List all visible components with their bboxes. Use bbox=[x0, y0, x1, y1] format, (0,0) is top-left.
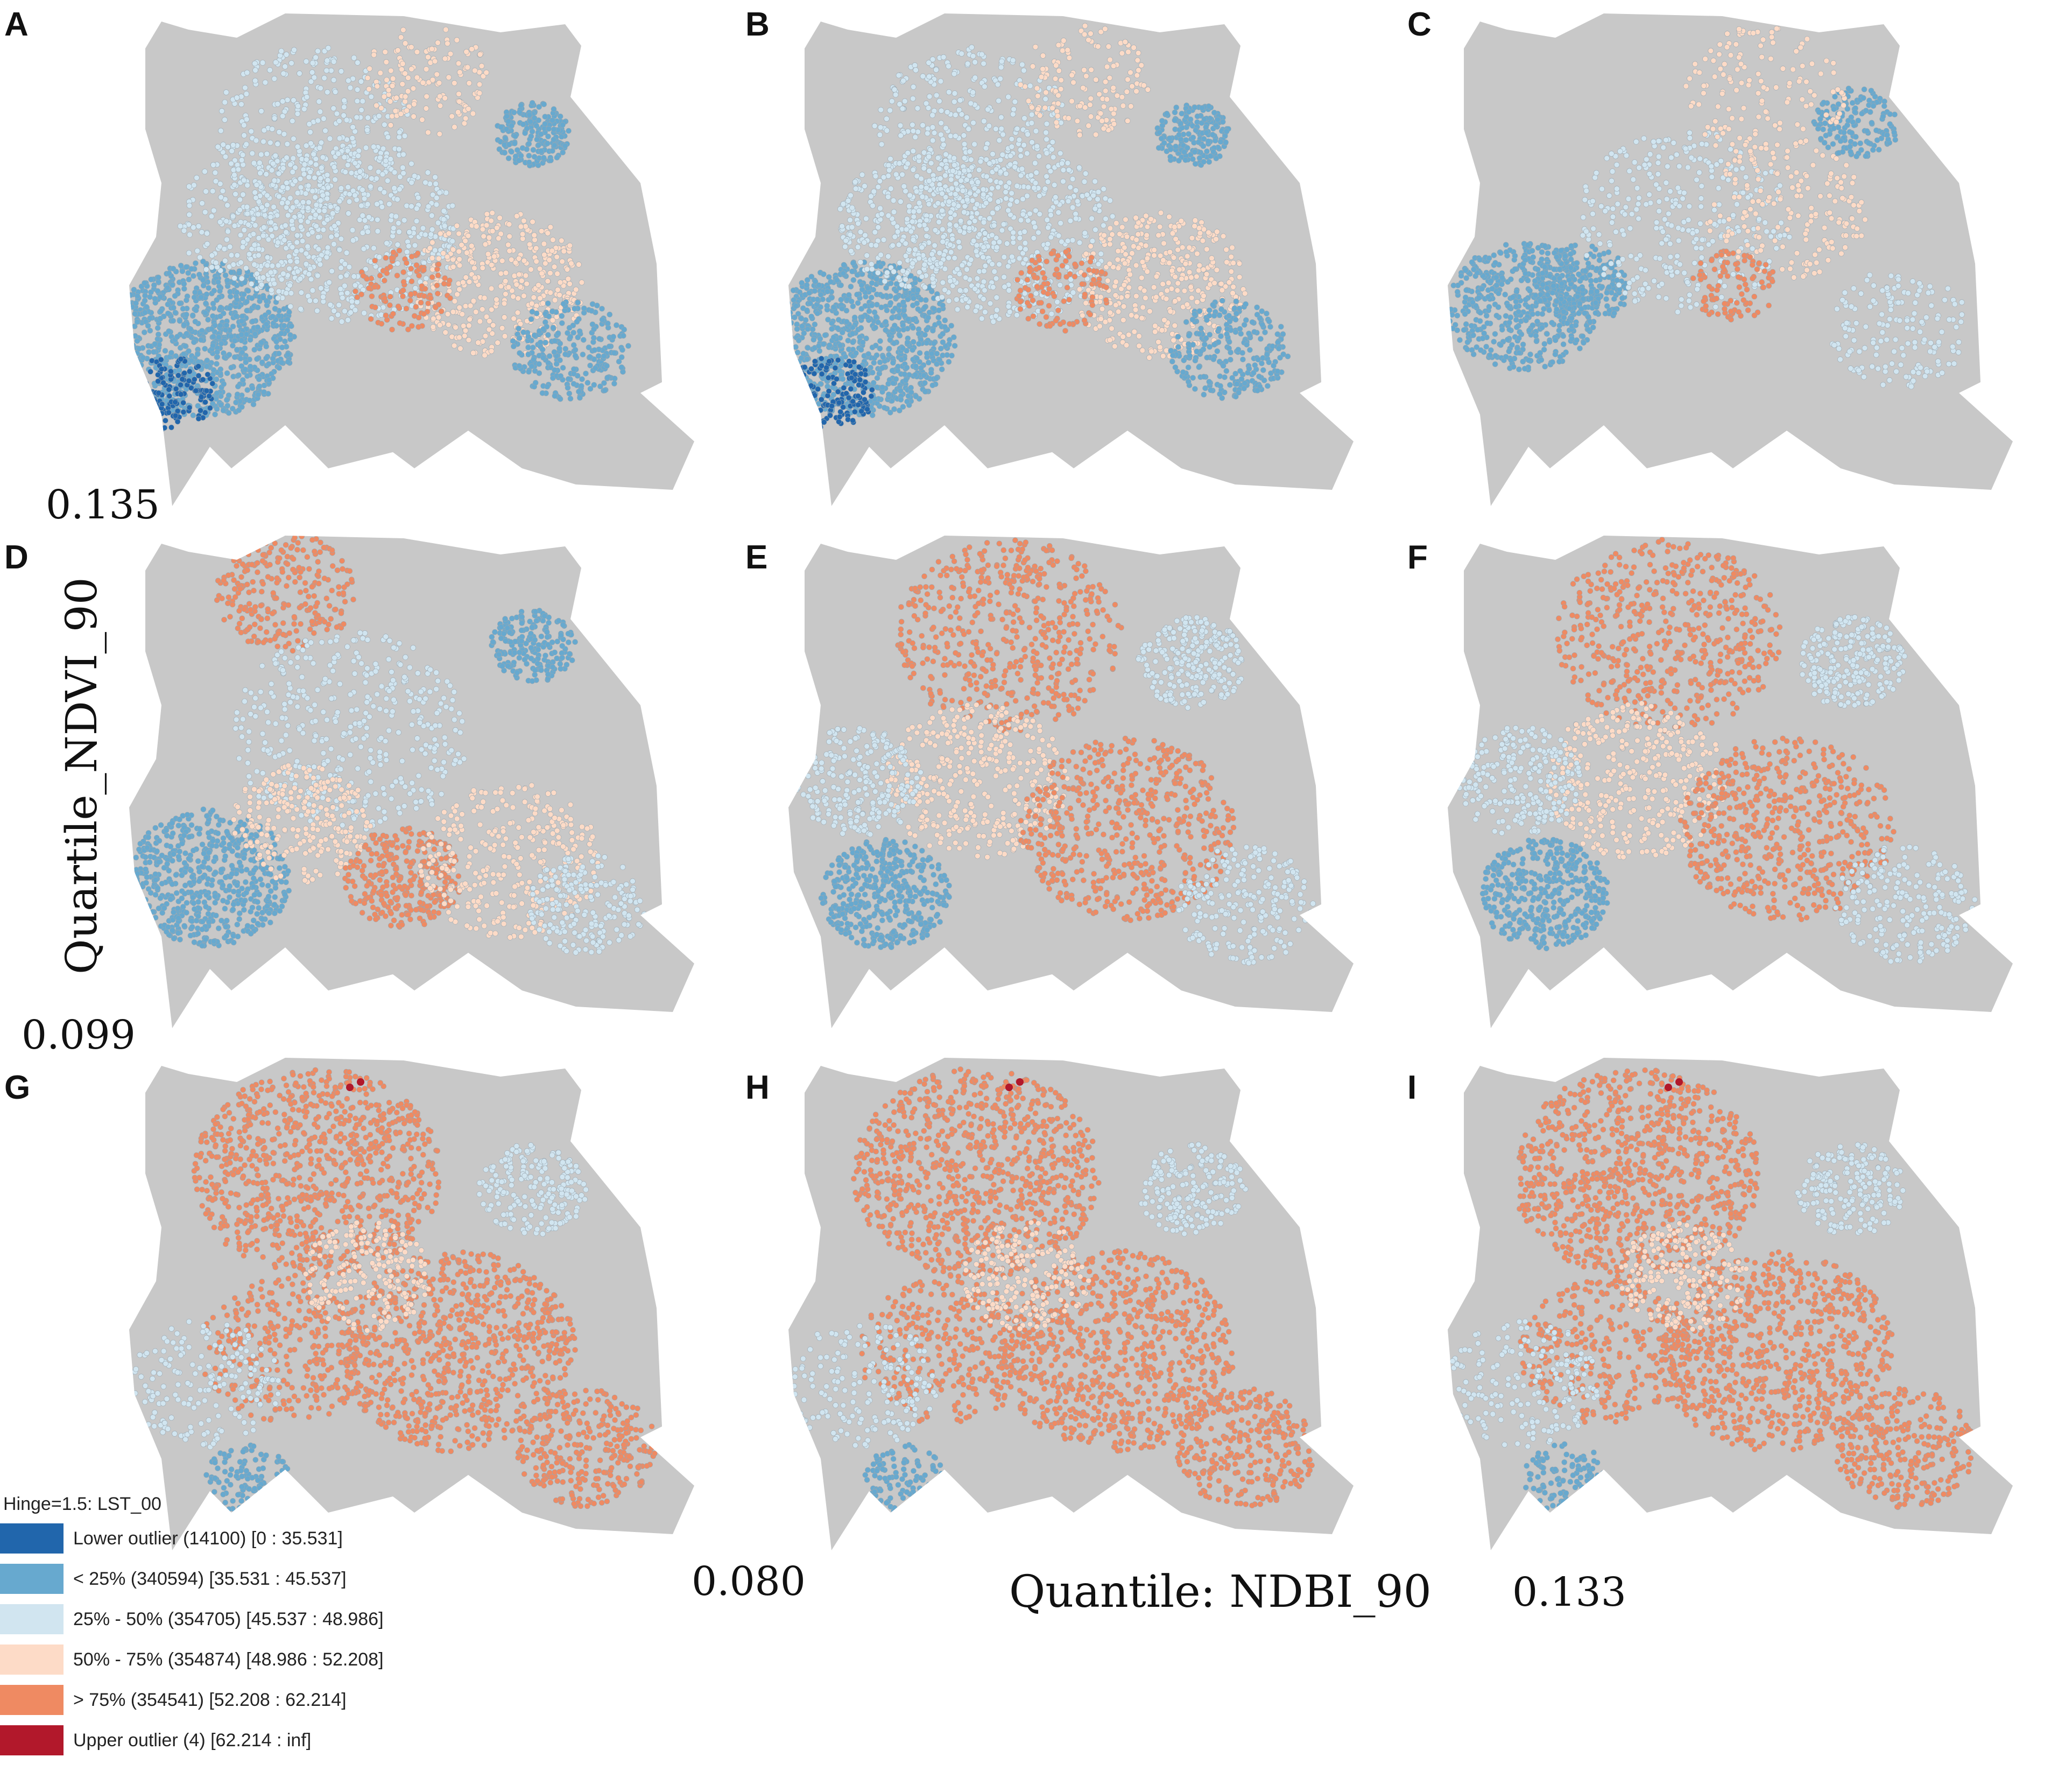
upper-outlier-point bbox=[1665, 1084, 1672, 1091]
legend-item-label: Lower outlier (14100) [0 : 35.531] bbox=[73, 1528, 343, 1549]
point-cluster-layer bbox=[1448, 25, 1965, 390]
legend-item: Upper outlier (4) [62.214 : inf] bbox=[0, 1725, 517, 1759]
map-panel-a bbox=[124, 5, 759, 506]
region-map bbox=[788, 13, 1354, 506]
region-map bbox=[129, 1058, 694, 1550]
panel-label-g: G bbox=[4, 1069, 30, 1107]
point-cluster-layer bbox=[788, 23, 1291, 430]
map-panel-f bbox=[1442, 528, 2072, 1028]
value-label-a: 0.135 bbox=[46, 482, 160, 528]
point-cluster-layer bbox=[791, 537, 1316, 966]
panel-label-a: A bbox=[4, 5, 29, 44]
legend-item-label: > 75% (354541) [52.208 : 62.214] bbox=[73, 1690, 347, 1711]
value-label-h: 0.080 bbox=[692, 1558, 806, 1605]
panel-label-b: B bbox=[745, 5, 770, 44]
upper-outlier-point bbox=[1016, 1078, 1024, 1086]
point-cluster-layer bbox=[129, 1067, 658, 1519]
region-map bbox=[788, 1058, 1354, 1550]
panel-label-d: D bbox=[4, 538, 29, 577]
legend-swatch bbox=[0, 1604, 64, 1634]
region-map bbox=[788, 536, 1354, 1028]
column-axis-label: Quantile: NDBI_90 bbox=[1009, 1566, 1432, 1618]
panel-label-f: F bbox=[1407, 538, 1428, 577]
panel-label-e: E bbox=[745, 538, 767, 577]
point-cluster-layer bbox=[1449, 1067, 1975, 1518]
map-panel-c bbox=[1442, 5, 2072, 506]
map-panel-d bbox=[124, 528, 759, 1028]
panel-label-c: C bbox=[1407, 5, 1432, 44]
value-label-d: 0.099 bbox=[22, 1012, 136, 1058]
map-panel-b bbox=[783, 5, 1418, 506]
legend-item-label: Upper outlier (4) [62.214 : inf] bbox=[73, 1730, 311, 1751]
legend-swatch bbox=[0, 1645, 64, 1675]
legend-item: > 75% (354541) [52.208 : 62.214] bbox=[0, 1685, 517, 1718]
legend-item-label: 25% - 50% (354705) [45.537 : 48.986] bbox=[73, 1609, 384, 1630]
legend-item: < 25% (340594) [35.531 : 45.537] bbox=[0, 1564, 517, 1597]
region-map bbox=[1448, 1058, 2013, 1550]
legend-item: 50% - 75% (354874) [48.986 : 52.208] bbox=[0, 1645, 517, 1678]
map-panel-i bbox=[1442, 1050, 2072, 1550]
point-cluster-layer bbox=[129, 536, 647, 955]
row-axis-label: Quartile_NDVI_90 bbox=[57, 577, 107, 974]
legend-swatch bbox=[0, 1523, 64, 1554]
value-label-i: 0.133 bbox=[1512, 1569, 1626, 1615]
upper-outlier-point bbox=[1675, 1078, 1683, 1086]
region-outline bbox=[1448, 13, 2013, 506]
upper-outlier-point bbox=[1005, 1084, 1013, 1091]
map-panel-g bbox=[124, 1050, 759, 1550]
legend-swatch bbox=[0, 1725, 64, 1755]
panel-label-h: H bbox=[745, 1069, 770, 1107]
point-cluster-layer bbox=[1452, 537, 1978, 965]
legend-item-label: 50% - 75% (354874) [48.986 : 52.208] bbox=[73, 1649, 384, 1670]
map-legend: Hinge=1.5: LST_00 Lower outlier (14100) … bbox=[0, 1494, 517, 1768]
legend-swatch bbox=[0, 1685, 64, 1715]
region-map bbox=[1448, 536, 2013, 1028]
map-panel-h bbox=[783, 1050, 1418, 1550]
upper-outlier-point bbox=[357, 1078, 364, 1086]
region-map bbox=[1448, 13, 2013, 506]
legend-title: Hinge=1.5: LST_00 bbox=[3, 1494, 161, 1515]
region-outline bbox=[788, 13, 1354, 506]
legend-item-label: < 25% (340594) [35.531 : 45.537] bbox=[73, 1569, 347, 1590]
legend-item: Lower outlier (14100) [0 : 35.531] bbox=[0, 1523, 517, 1557]
legend-swatch bbox=[0, 1564, 64, 1594]
upper-outlier-point bbox=[346, 1084, 354, 1091]
legend-item: 25% - 50% (354705) [45.537 : 48.986] bbox=[0, 1604, 517, 1638]
region-outline bbox=[788, 536, 1354, 1028]
map-panel-e bbox=[783, 528, 1418, 1028]
region-map bbox=[129, 13, 694, 506]
region-map bbox=[129, 536, 694, 1028]
panel-label-i: I bbox=[1407, 1069, 1416, 1107]
